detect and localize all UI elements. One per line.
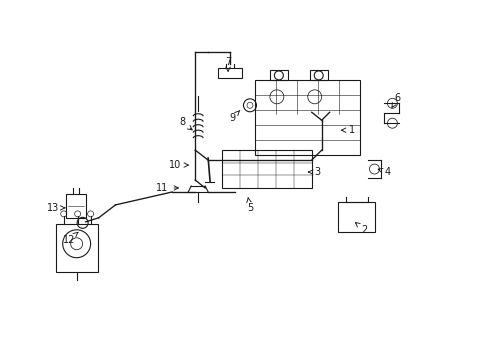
Text: 1: 1 — [341, 125, 354, 135]
Text: 10: 10 — [169, 160, 188, 170]
Text: 12: 12 — [62, 232, 78, 245]
Bar — [337, 202, 375, 232]
Text: 4: 4 — [377, 167, 390, 177]
Bar — [309, 71, 327, 80]
Text: 7: 7 — [224, 58, 231, 71]
Text: 13: 13 — [46, 203, 65, 213]
Bar — [65, 194, 85, 218]
Bar — [222, 150, 311, 188]
Text: 8: 8 — [179, 117, 192, 130]
Bar — [56, 224, 98, 272]
Bar — [254, 80, 359, 155]
Text: 5: 5 — [246, 197, 253, 213]
Bar — [218, 68, 242, 78]
Text: 9: 9 — [228, 111, 240, 123]
Text: 2: 2 — [355, 222, 367, 235]
Text: 11: 11 — [156, 183, 178, 193]
Text: 3: 3 — [308, 167, 320, 177]
Bar — [269, 71, 287, 80]
Text: 6: 6 — [391, 93, 400, 107]
